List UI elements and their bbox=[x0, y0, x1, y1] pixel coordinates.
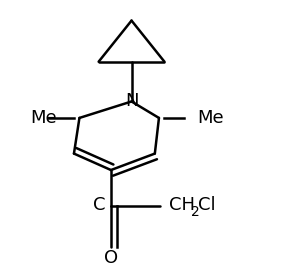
Text: 2: 2 bbox=[191, 205, 200, 219]
Text: C: C bbox=[93, 196, 105, 214]
Text: CH: CH bbox=[168, 196, 195, 214]
Text: Me: Me bbox=[197, 109, 224, 127]
Text: Me: Me bbox=[30, 109, 57, 127]
Text: O: O bbox=[104, 249, 118, 267]
Text: N: N bbox=[125, 93, 138, 111]
Text: Cl: Cl bbox=[198, 196, 216, 214]
